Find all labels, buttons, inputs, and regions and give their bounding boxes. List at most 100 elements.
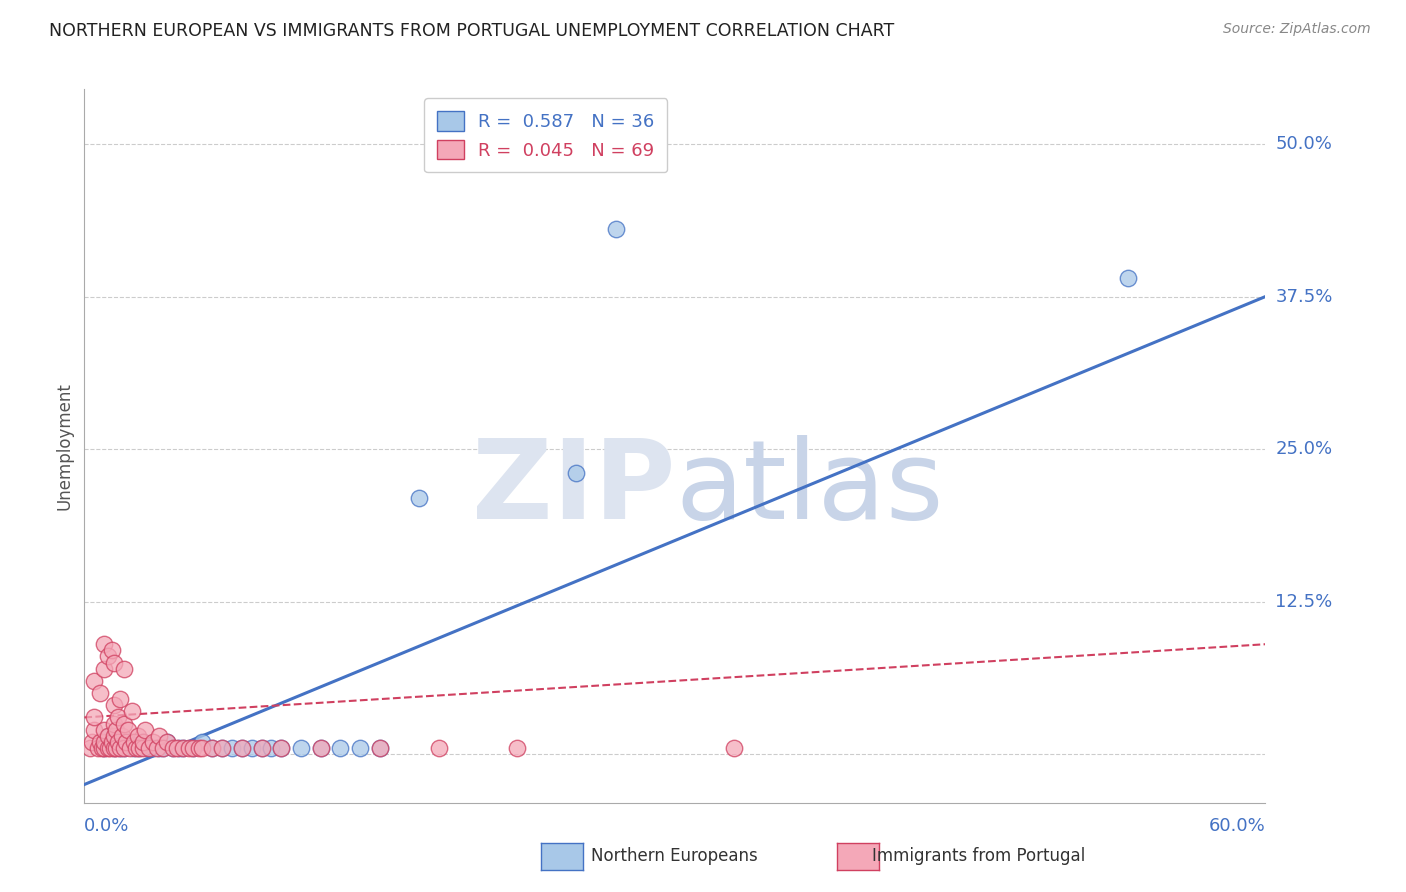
Point: [91, 740, 114, 755]
Point: [83, 673, 105, 688]
Point: [211, 740, 233, 755]
Point: [121, 704, 143, 718]
Text: 60.0%: 60.0%: [1209, 817, 1265, 836]
Point: [112, 716, 135, 731]
Point: [136, 740, 159, 755]
Text: 25.0%: 25.0%: [1275, 440, 1333, 458]
Point: [156, 735, 179, 749]
Point: [309, 740, 332, 755]
Point: [111, 729, 134, 743]
Point: [103, 729, 125, 743]
Point: [83, 710, 105, 724]
Text: 12.5%: 12.5%: [1275, 592, 1333, 610]
Point: [408, 491, 430, 505]
Point: [250, 740, 273, 755]
Point: [148, 740, 170, 755]
Point: [122, 740, 145, 755]
Point: [506, 740, 529, 755]
Point: [89, 735, 111, 749]
Point: [142, 735, 165, 749]
Point: [103, 656, 125, 670]
Point: [104, 740, 127, 755]
Point: [112, 740, 135, 755]
Point: [93, 740, 115, 755]
Point: [260, 740, 283, 755]
Point: [103, 740, 125, 755]
Point: [132, 740, 155, 755]
Point: [132, 735, 155, 749]
Point: [290, 740, 312, 755]
Point: [723, 740, 745, 755]
Point: [128, 740, 150, 755]
Point: [187, 740, 209, 755]
Point: [148, 729, 170, 743]
Point: [103, 698, 125, 713]
Point: [79, 740, 101, 755]
Point: [87, 740, 110, 755]
Point: [89, 686, 111, 700]
Point: [1116, 271, 1139, 285]
Point: [124, 740, 146, 755]
Point: [112, 662, 135, 676]
Point: [172, 740, 194, 755]
Point: [162, 740, 184, 755]
Point: [240, 740, 263, 755]
Point: [146, 740, 169, 755]
Text: Northern Europeans: Northern Europeans: [591, 847, 758, 865]
Point: [97, 729, 120, 743]
Point: [82, 735, 104, 749]
Point: [134, 723, 156, 737]
Point: [98, 740, 121, 755]
Text: 37.5%: 37.5%: [1275, 287, 1333, 306]
Point: [565, 467, 588, 481]
Point: [97, 740, 120, 755]
Point: [329, 740, 352, 755]
Y-axis label: Unemployment: Unemployment: [55, 382, 73, 510]
Point: [93, 637, 115, 651]
Point: [181, 740, 204, 755]
Point: [93, 740, 115, 755]
Point: [112, 740, 135, 755]
Point: [211, 740, 233, 755]
Point: [605, 222, 627, 236]
Point: [231, 740, 253, 755]
Point: [117, 723, 139, 737]
Point: [191, 735, 214, 749]
Point: [172, 740, 194, 755]
Text: Immigrants from Portugal: Immigrants from Portugal: [872, 847, 1085, 865]
Point: [166, 740, 188, 755]
Point: [103, 740, 125, 755]
Point: [167, 740, 190, 755]
Point: [191, 740, 214, 755]
Point: [156, 735, 179, 749]
Point: [368, 740, 391, 755]
Point: [138, 740, 160, 755]
Point: [309, 740, 332, 755]
Point: [108, 740, 131, 755]
Text: ZIP: ZIP: [471, 435, 675, 542]
Point: [181, 740, 204, 755]
Point: [270, 740, 292, 755]
Point: [93, 735, 115, 749]
Point: [349, 740, 371, 755]
Point: [152, 740, 174, 755]
Point: [201, 740, 224, 755]
Text: NORTHERN EUROPEAN VS IMMIGRANTS FROM PORTUGAL UNEMPLOYMENT CORRELATION CHART: NORTHERN EUROPEAN VS IMMIGRANTS FROM POR…: [49, 22, 894, 40]
Text: 50.0%: 50.0%: [1275, 135, 1331, 153]
Point: [270, 740, 292, 755]
Point: [107, 710, 129, 724]
Point: [368, 740, 391, 755]
Point: [108, 692, 131, 706]
Legend: R =  0.587   N = 36, R =  0.045   N = 69: R = 0.587 N = 36, R = 0.045 N = 69: [425, 98, 666, 172]
Point: [108, 740, 131, 755]
Point: [177, 740, 200, 755]
Text: Source: ZipAtlas.com: Source: ZipAtlas.com: [1223, 22, 1371, 37]
Point: [104, 723, 127, 737]
Point: [128, 740, 150, 755]
Text: atlas: atlas: [675, 435, 943, 542]
Point: [132, 735, 155, 749]
Point: [101, 735, 124, 749]
Point: [93, 723, 115, 737]
Point: [250, 740, 273, 755]
Point: [103, 716, 125, 731]
